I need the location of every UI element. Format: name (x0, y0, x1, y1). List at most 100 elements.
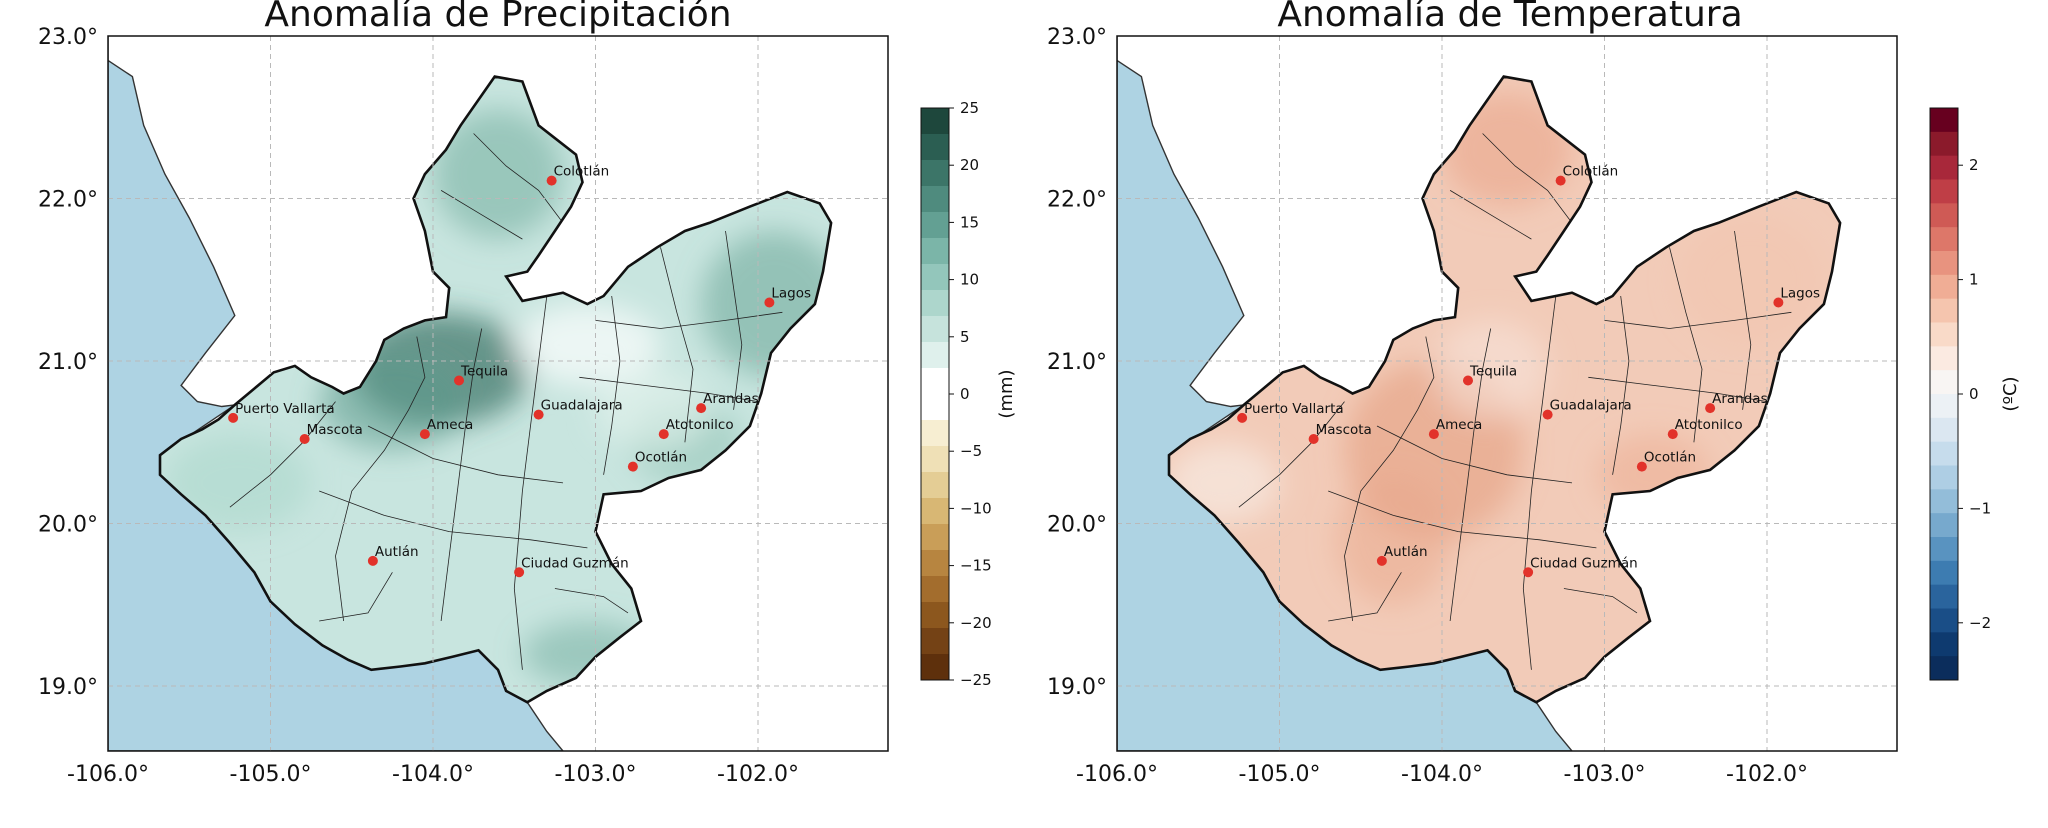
colorbar-swatch (1930, 370, 1958, 395)
city-marker (1376, 555, 1387, 566)
city-marker (367, 555, 378, 566)
lat-tick-label: 23.0° (1047, 25, 1107, 50)
lat-tick-label: 23.0° (38, 25, 98, 50)
city-label: Tequila (1469, 364, 1517, 380)
municipal-boundary (319, 572, 393, 622)
anomaly-blob (595, 369, 710, 451)
municipal-boundary (1604, 311, 1792, 329)
colorbar-swatch (1930, 108, 1958, 133)
colorbar-swatch (1930, 394, 1958, 419)
lon-tick-label: -102.0° (1726, 762, 1808, 787)
anomaly-blob (1433, 320, 1548, 418)
lon-tick-label: -104.0° (392, 762, 474, 787)
city-marker (1428, 429, 1439, 440)
anomaly-blob (1677, 214, 1824, 345)
lat-tick-label: 20.0° (1047, 513, 1107, 538)
city-label: Colotlán (1563, 164, 1619, 180)
city-marker (1308, 434, 1319, 444)
colorbar: 25 20 15 10 5 0 −5 −10 −15 −20 −25 (mm) (920, 99, 1017, 689)
colorbar-label: (ºC) (2000, 376, 2021, 411)
colorbar-swatch (921, 186, 949, 213)
lat-tick-label: 20.0° (38, 513, 98, 538)
colorbar-swatch (921, 394, 949, 421)
colorbar-swatch (921, 420, 949, 447)
colorbar-tick-label: −20 (960, 614, 992, 632)
colorbar-swatch (1930, 131, 1958, 157)
colorbar-swatch (921, 368, 949, 395)
colorbar-swatch (921, 108, 949, 135)
municipal-boundary (229, 401, 336, 508)
city-label: Ameca (427, 417, 473, 433)
municipal-boundary (1376, 425, 1573, 484)
map-title: Anomalía de Temperatura (1277, 0, 1742, 35)
city-label: Ciudad Guzmán (521, 555, 629, 571)
municipal-boundary (1588, 376, 1768, 402)
municipal-boundary (319, 490, 588, 549)
city-marker (1667, 429, 1678, 440)
lat-tick-label: 19.0° (1047, 675, 1107, 700)
city-marker (1237, 412, 1248, 423)
city-label: Autlán (375, 544, 419, 560)
lon-tick-label: -105.0° (1239, 762, 1321, 787)
colorbar-tick-label: −25 (960, 671, 992, 689)
municipal-boundary (1328, 490, 1597, 549)
city-label: Lagos (1780, 286, 1820, 302)
city-marker (764, 297, 775, 308)
map-frame (107, 35, 889, 752)
colorbar-swatch (1930, 155, 1958, 180)
city-label: Puerto Vallarta (235, 401, 335, 417)
city-label: Ameca (1436, 417, 1482, 433)
colorbar-swatch (1930, 465, 1958, 490)
lat-tick-label: 21.0° (1047, 350, 1107, 375)
map-title: Anomalía de Precipitación (264, 0, 731, 35)
city-marker (1542, 409, 1553, 420)
colorbar-tick-label: 25 (960, 99, 979, 117)
city-label: Mascota (307, 422, 363, 438)
city-marker (533, 409, 544, 420)
city-label: Guadalajara (1550, 398, 1632, 414)
municipal-boundary (1449, 328, 1492, 622)
municipal-boundaries (229, 133, 783, 670)
colorbar-tick-label: −1 (1969, 499, 1991, 517)
colorbar-swatch (1930, 274, 1958, 300)
municipal-boundary (367, 425, 564, 484)
anomaly-field (164, 109, 832, 686)
colorbar-swatch (921, 524, 949, 551)
colorbar-swatch (921, 602, 949, 629)
municipal-boundary (335, 336, 426, 622)
municipal-boundary (1563, 588, 1638, 614)
city-label: Mascota (1316, 422, 1372, 438)
colorbar-swatch (921, 446, 949, 473)
anomaly-blob (433, 109, 563, 240)
colorbar: 2 1 0 −1 −2 (ºC) (1929, 107, 2021, 681)
colorbar-swatch (1930, 179, 1958, 204)
anomaly-blob (1442, 92, 1572, 207)
colorbar-swatch (921, 654, 949, 681)
colorbar-swatch (1930, 608, 1958, 633)
colorbar-swatch (1930, 227, 1958, 252)
map-frame (1116, 35, 1898, 752)
colorbar-swatch (921, 238, 949, 265)
map-area: Colotlán Lagos Tequila Puerto Vallarta Guada… (1047, 25, 1898, 787)
colorbar-swatch (1930, 251, 1958, 276)
anomaly-blob (514, 304, 661, 386)
temperature-panel: Anomalía de Temperatura Colotlán Lagos Teq… (1047, 0, 2021, 787)
colorbar-swatch (1930, 203, 1958, 228)
colorbar-label: (mm) (996, 369, 1017, 418)
colorbar-tick-label: −10 (960, 499, 992, 517)
city-label: Arandas (1712, 391, 1768, 407)
city-marker (696, 403, 707, 414)
colorbar-swatch (921, 576, 949, 603)
city-label: Atotonilco (666, 417, 734, 433)
municipal-boundary (595, 311, 783, 329)
map-area: Colotlán Lagos Tequila Puerto Vallarta Guada… (38, 25, 889, 787)
colorbar-swatch (921, 550, 949, 577)
city-label: Ocotlán (1644, 450, 1696, 466)
municipal-boundary (1238, 401, 1345, 508)
colorbar-tick-label: 2 (1969, 156, 1979, 174)
colorbar-tick-label: 15 (960, 213, 979, 231)
colorbar-tick-label: 20 (960, 156, 979, 174)
city-marker (627, 461, 638, 472)
municipal-boundary (1344, 336, 1435, 622)
